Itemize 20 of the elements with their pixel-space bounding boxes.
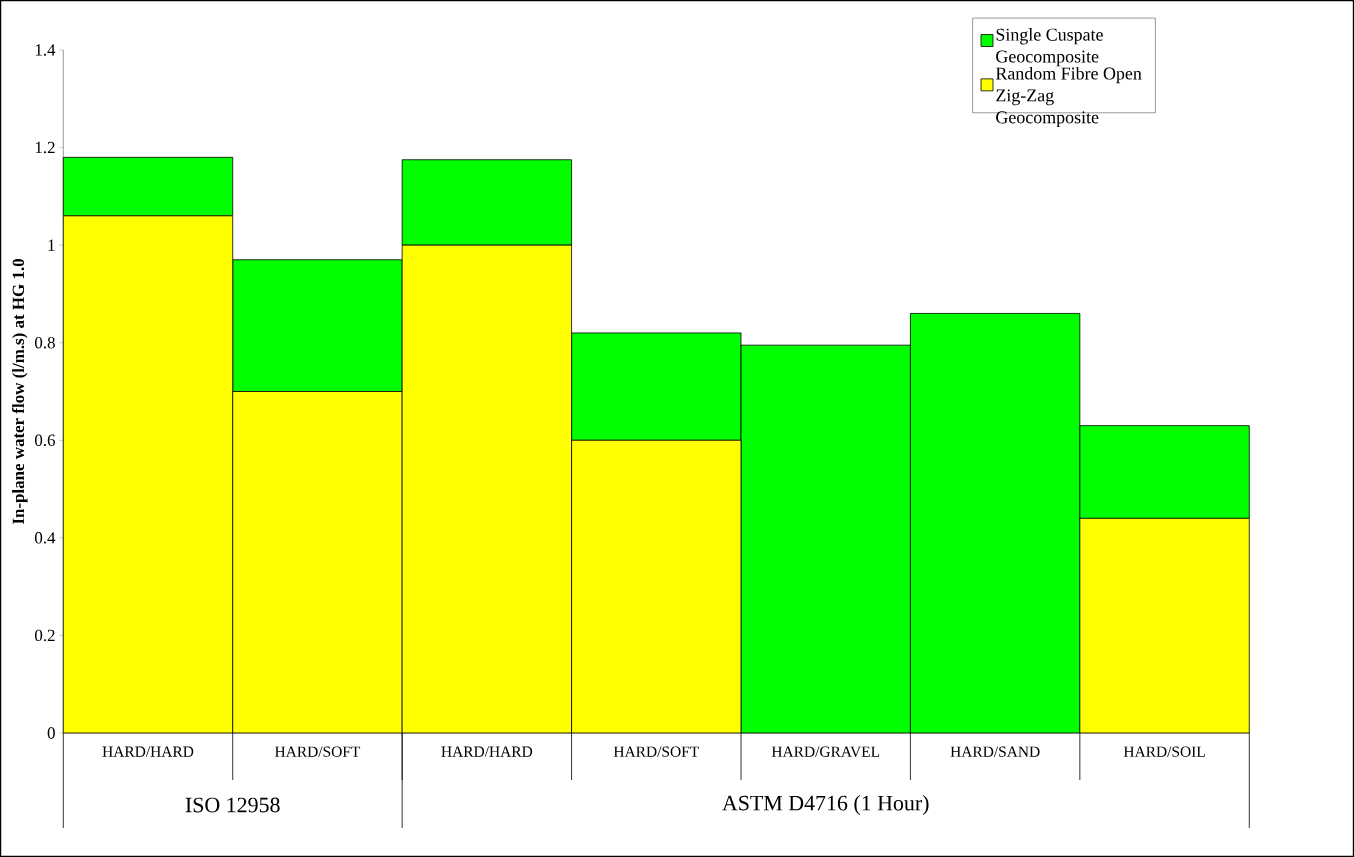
- y-tick-label: 1.2: [35, 141, 55, 154]
- y-tick-label: 0: [47, 727, 55, 739]
- y-tick-label: 0.8: [34, 336, 55, 349]
- y-tick-label: 1: [48, 239, 55, 251]
- x-tick-label: HARD/HARD: [102, 746, 194, 757]
- y-tick-label: 0.6: [34, 434, 56, 447]
- legend-label: Single Cuspate Geocomposite: [996, 28, 1103, 67]
- text: ISO 12958: [185, 797, 280, 813]
- x-tick-label: HARD/SOFT: [613, 746, 699, 757]
- legend-label: Random Fibre Open Zig-Zag Geocomposite: [995, 66, 1142, 128]
- y-tick-label: 0.2: [34, 629, 55, 642]
- x-tick-label: HARD/SOFT: [274, 746, 361, 757]
- y-tick-label: 1.4: [35, 44, 56, 56]
- text: ASTM D4716 (1 Hour): [722, 795, 929, 815]
- x-tick-label: HARD/GRAVEL: [771, 746, 880, 757]
- y-tick-label: 0.4: [34, 532, 56, 544]
- x-tick-label: HARD/SOIL: [1123, 746, 1205, 757]
- x-tick-label: HARD/SAND: [950, 746, 1040, 757]
- x-tick-label: HARD/HARD: [441, 746, 533, 757]
- y-axis-title: In-plane water flow (l/m.s) at HG 1.0: [11, 259, 28, 525]
